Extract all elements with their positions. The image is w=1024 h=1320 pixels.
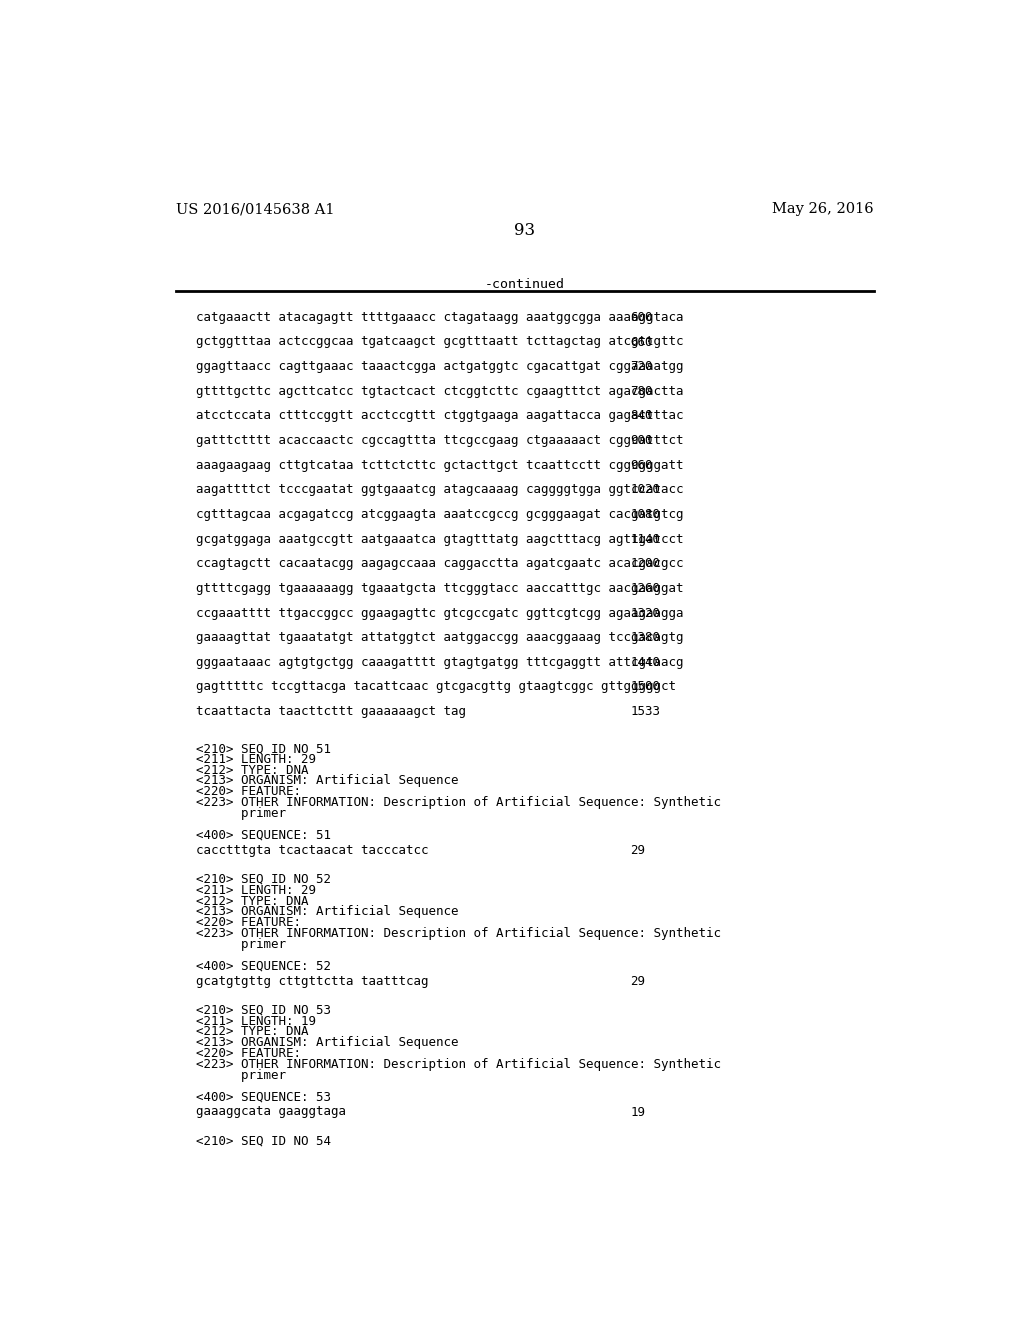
Text: <223> OTHER INFORMATION: Description of Artificial Sequence: Synthetic: <223> OTHER INFORMATION: Description of … <box>197 796 721 809</box>
Text: aagattttct tcccgaatat ggtgaaatcg atagcaaaag caggggtgga ggtccatacc: aagattttct tcccgaatat ggtgaaatcg atagcaa… <box>197 483 684 496</box>
Text: cgtttagcaa acgagatccg atcggaagta aaatccgccg gcgggaagat cacgatgtcg: cgtttagcaa acgagatccg atcggaagta aaatccg… <box>197 508 684 521</box>
Text: <400> SEQUENCE: 53: <400> SEQUENCE: 53 <box>197 1090 331 1104</box>
Text: ccagtagctt cacaatacgg aagagccaaa caggacctta agatcgaatc acacgacgcc: ccagtagctt cacaatacgg aagagccaaa caggacc… <box>197 557 684 570</box>
Text: -continued: -continued <box>484 277 565 290</box>
Text: 1500: 1500 <box>630 681 660 693</box>
Text: <213> ORGANISM: Artificial Sequence: <213> ORGANISM: Artificial Sequence <box>197 1036 459 1049</box>
Text: <211> LENGTH: 29: <211> LENGTH: 29 <box>197 884 316 896</box>
Text: 720: 720 <box>630 360 652 374</box>
Text: 1440: 1440 <box>630 656 660 669</box>
Text: gttttgcttc agcttcatcc tgtactcact ctcggtcttc cgaagtttct agacgactta: gttttgcttc agcttcatcc tgtactcact ctcggtc… <box>197 385 684 397</box>
Text: gagtttttc tccgttacga tacattcaac gtcgacgttg gtaagtcggc gttgggggct: gagtttttc tccgttacga tacattcaac gtcgacgt… <box>197 681 676 693</box>
Text: aaagaagaag cttgtcataa tcttctcttc gctacttgct tcaattcctt cggcgggatt: aaagaagaag cttgtcataa tcttctcttc gctactt… <box>197 459 684 471</box>
Text: <213> ORGANISM: Artificial Sequence: <213> ORGANISM: Artificial Sequence <box>197 906 459 919</box>
Text: May 26, 2016: May 26, 2016 <box>772 202 873 216</box>
Text: <220> FEATURE:: <220> FEATURE: <box>197 916 301 929</box>
Text: primer: primer <box>197 937 286 950</box>
Text: <220> FEATURE:: <220> FEATURE: <box>197 1047 301 1060</box>
Text: gaaaggcata gaaggtaga: gaaaggcata gaaggtaga <box>197 1106 346 1118</box>
Text: US 2016/0145638 A1: US 2016/0145638 A1 <box>176 202 335 216</box>
Text: 1200: 1200 <box>630 557 660 570</box>
Text: 29: 29 <box>630 843 645 857</box>
Text: <210> SEQ ID NO 51: <210> SEQ ID NO 51 <box>197 742 331 755</box>
Text: 1080: 1080 <box>630 508 660 521</box>
Text: <212> TYPE: DNA: <212> TYPE: DNA <box>197 1026 308 1039</box>
Text: tcaattacta taacttcttt gaaaaaagct tag: tcaattacta taacttcttt gaaaaaagct tag <box>197 705 466 718</box>
Text: 93: 93 <box>514 222 536 239</box>
Text: 660: 660 <box>630 335 652 348</box>
Text: 29: 29 <box>630 974 645 987</box>
Text: gatttctttt acaccaactc cgccagttta ttcgccgaag ctgaaaaact cggcatttct: gatttctttt acaccaactc cgccagttta ttcgccg… <box>197 434 684 447</box>
Text: cacctttgta tcactaacat tacccatcc: cacctttgta tcactaacat tacccatcc <box>197 843 429 857</box>
Text: 1260: 1260 <box>630 582 660 595</box>
Text: <210> SEQ ID NO 52: <210> SEQ ID NO 52 <box>197 873 331 886</box>
Text: primer: primer <box>197 1069 286 1081</box>
Text: <223> OTHER INFORMATION: Description of Artificial Sequence: Synthetic: <223> OTHER INFORMATION: Description of … <box>197 1057 721 1071</box>
Text: ccgaaatttt ttgaccggcc ggaagagttc gtcgccgatc ggttcgtcgg agaagaagga: ccgaaatttt ttgaccggcc ggaagagttc gtcgccg… <box>197 607 684 619</box>
Text: <213> ORGANISM: Artificial Sequence: <213> ORGANISM: Artificial Sequence <box>197 775 459 788</box>
Text: <400> SEQUENCE: 51: <400> SEQUENCE: 51 <box>197 829 331 841</box>
Text: 840: 840 <box>630 409 652 422</box>
Text: <210> SEQ ID NO 54: <210> SEQ ID NO 54 <box>197 1135 331 1148</box>
Text: ggagttaacc cagttgaaac taaactcgga actgatggtc cgacattgat cggaaaatgg: ggagttaacc cagttgaaac taaactcgga actgatg… <box>197 360 684 374</box>
Text: <220> FEATURE:: <220> FEATURE: <box>197 785 301 799</box>
Text: 19: 19 <box>630 1106 645 1118</box>
Text: catgaaactt atacagagtt ttttgaaacc ctagataagg aaatggcgga aaaaggtaca: catgaaactt atacagagtt ttttgaaacc ctagata… <box>197 312 684 323</box>
Text: 1140: 1140 <box>630 533 660 545</box>
Text: 960: 960 <box>630 459 652 471</box>
Text: <212> TYPE: DNA: <212> TYPE: DNA <box>197 895 308 908</box>
Text: primer: primer <box>197 807 286 820</box>
Text: gcatgtgttg cttgttctta taatttcag: gcatgtgttg cttgttctta taatttcag <box>197 974 429 987</box>
Text: gttttcgagg tgaaaaaagg tgaaatgcta ttcgggtacc aaccatttgc aacgaaggat: gttttcgagg tgaaaaaagg tgaaatgcta ttcgggt… <box>197 582 684 595</box>
Text: 1380: 1380 <box>630 631 660 644</box>
Text: <211> LENGTH: 29: <211> LENGTH: 29 <box>197 752 316 766</box>
Text: <400> SEQUENCE: 52: <400> SEQUENCE: 52 <box>197 960 331 973</box>
Text: 1020: 1020 <box>630 483 660 496</box>
Text: gggaataaac agtgtgctgg caaagatttt gtagtgatgg tttcgaggtt attcgtaacg: gggaataaac agtgtgctgg caaagatttt gtagtga… <box>197 656 684 669</box>
Text: gaaaagttat tgaaatatgt attatggtct aatggaccgg aaacggaaag tccgacagtg: gaaaagttat tgaaatatgt attatggtct aatggac… <box>197 631 684 644</box>
Text: gctggtttaa actccggcaa tgatcaagct gcgtttaatt tcttagctag atcgttgttc: gctggtttaa actccggcaa tgatcaagct gcgttta… <box>197 335 684 348</box>
Text: <210> SEQ ID NO 53: <210> SEQ ID NO 53 <box>197 1003 331 1016</box>
Text: <211> LENGTH: 19: <211> LENGTH: 19 <box>197 1015 316 1028</box>
Text: atcctccata ctttccggtt acctccgttt ctggtgaaga aagattacca gagactttac: atcctccata ctttccggtt acctccgttt ctggtga… <box>197 409 684 422</box>
Text: 900: 900 <box>630 434 652 447</box>
Text: 600: 600 <box>630 312 652 323</box>
Text: <212> TYPE: DNA: <212> TYPE: DNA <box>197 763 308 776</box>
Text: 1533: 1533 <box>630 705 660 718</box>
Text: gcgatggaga aaatgccgtt aatgaaatca gtagtttatg aagctttacg agttgatcct: gcgatggaga aaatgccgtt aatgaaatca gtagttt… <box>197 533 684 545</box>
Text: 780: 780 <box>630 385 652 397</box>
Text: 1320: 1320 <box>630 607 660 619</box>
Text: <223> OTHER INFORMATION: Description of Artificial Sequence: Synthetic: <223> OTHER INFORMATION: Description of … <box>197 927 721 940</box>
